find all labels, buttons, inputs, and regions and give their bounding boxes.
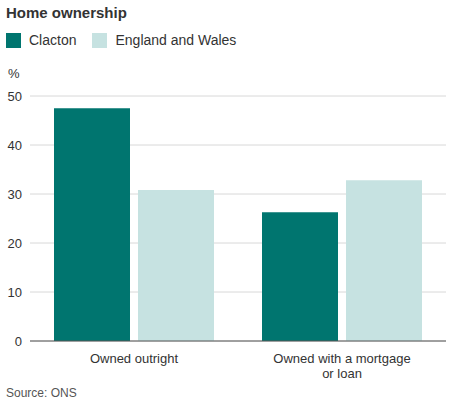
html-text:Home ownership: Home ownership (6, 4, 127, 21)
svg-text:Owned outright: Owned outright (90, 351, 179, 366)
html-text:Clacton: Clacton (29, 32, 77, 48)
svg-text:40: 40 (8, 138, 22, 153)
html-text:Source: ONS: Source: ONS (6, 386, 77, 400)
svg-text:50: 50 (8, 89, 22, 104)
svg-text:Owned with a mortgageor loan: Owned with a mortgageor loan (273, 351, 410, 381)
svg-text:30: 30 (8, 187, 22, 202)
svg-text:20: 20 (8, 236, 22, 251)
svg-text:0: 0 (15, 334, 22, 349)
html-text:England and Wales: England and Wales (115, 32, 237, 48)
svg-text:10: 10 (8, 285, 22, 300)
